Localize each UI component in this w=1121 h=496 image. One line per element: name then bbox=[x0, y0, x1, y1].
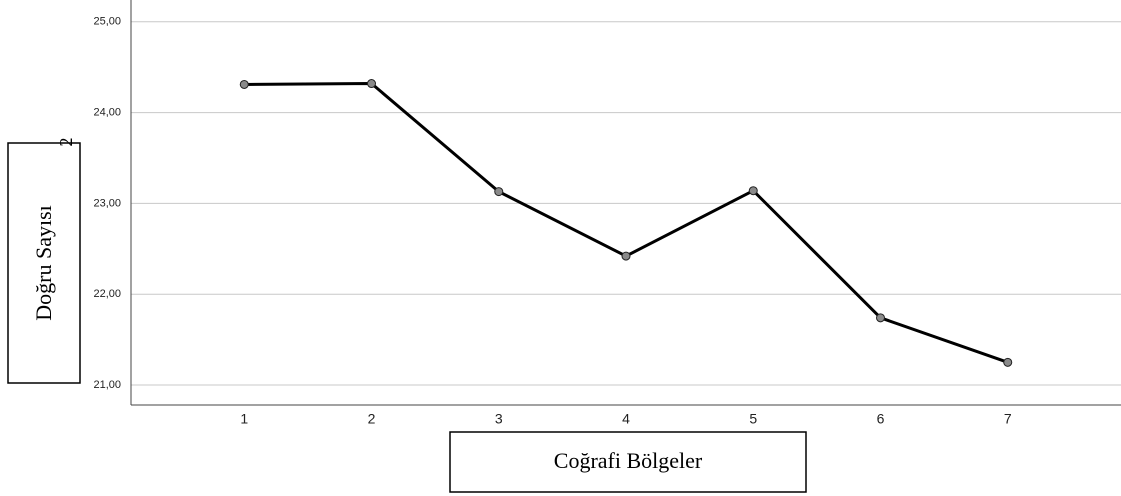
marker bbox=[239, 79, 249, 89]
x-tick-label: 5 bbox=[749, 411, 757, 427]
y-axis-label: Doğru Sayısı bbox=[31, 205, 56, 321]
marker bbox=[875, 313, 885, 323]
x-tick-label: 1 bbox=[240, 411, 248, 427]
y-tick-label: 21,00 bbox=[93, 379, 121, 391]
annotation: 2 bbox=[56, 138, 76, 147]
x-tick-label: 4 bbox=[622, 411, 630, 427]
marker bbox=[494, 187, 504, 197]
y-tick-label: 24,00 bbox=[93, 107, 121, 119]
marker bbox=[748, 186, 758, 196]
x-tick-label: 2 bbox=[368, 411, 376, 427]
grid bbox=[131, 21, 1121, 386]
y-label-box bbox=[7, 142, 81, 384]
x-tick-label: 3 bbox=[495, 411, 503, 427]
x-axis-label: Coğrafi Bölgeler bbox=[554, 448, 703, 473]
y-tick-label: 22,00 bbox=[93, 288, 121, 300]
marker bbox=[367, 79, 377, 89]
x-tick-label: 6 bbox=[877, 411, 885, 427]
x-label-box bbox=[449, 431, 807, 493]
y-tick-label: 23,00 bbox=[93, 197, 121, 209]
line bbox=[244, 82, 1009, 364]
marker bbox=[1003, 357, 1013, 367]
marker bbox=[621, 251, 631, 261]
x-tick-label: 7 bbox=[1004, 411, 1012, 427]
y-tick-label: 25,00 bbox=[93, 16, 121, 28]
